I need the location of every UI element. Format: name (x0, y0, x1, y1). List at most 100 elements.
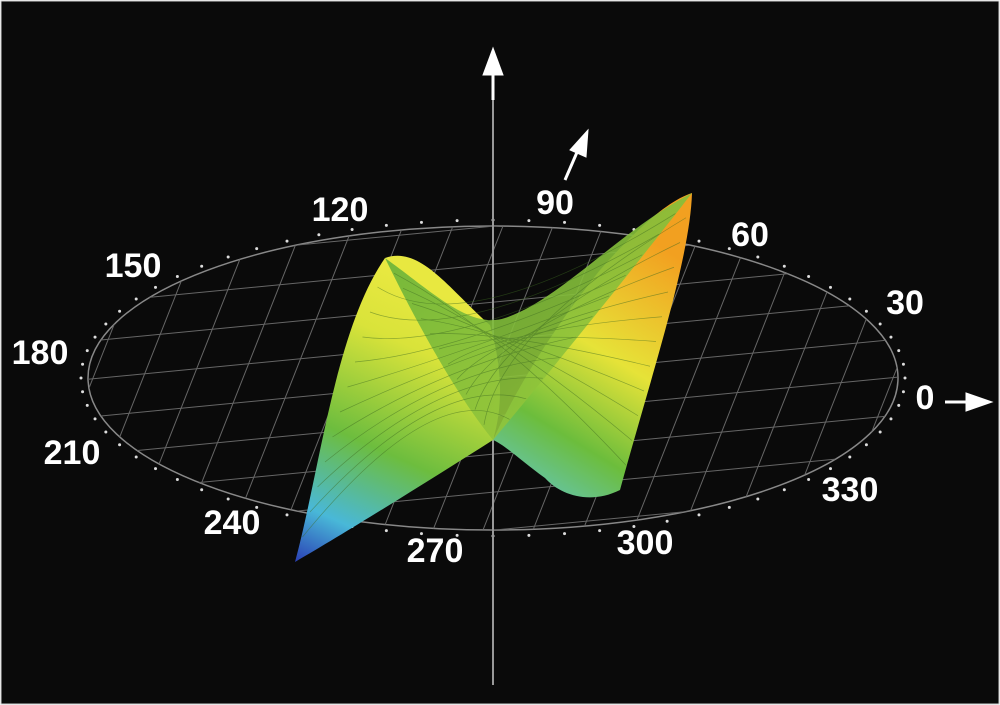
mesh-line (474, 242, 681, 410)
mesh-line (324, 357, 560, 463)
tick-dot (563, 532, 567, 536)
mesh-line (302, 410, 510, 538)
axis-arrows (482, 46, 994, 412)
angle-label: 180 (12, 334, 69, 372)
mesh-line (393, 272, 627, 466)
tick-dot (419, 220, 423, 224)
mesh-line (411, 303, 639, 417)
tick-dot (200, 488, 204, 492)
mesh-line (332, 336, 576, 438)
tick-dot (632, 524, 636, 528)
tick-dot (175, 478, 179, 482)
tick-dot (85, 349, 89, 353)
tick-dot (350, 228, 354, 232)
tick-dot (104, 430, 108, 434)
tick-dot (697, 239, 701, 243)
angle-label: 150 (105, 247, 162, 285)
mesh-line (369, 233, 660, 321)
arrow-z-head (482, 46, 504, 76)
tick-dot (384, 223, 388, 227)
angle-label: 120 (312, 191, 369, 229)
tick-dot (665, 519, 669, 523)
tick-dot (756, 255, 760, 259)
mesh-line (354, 275, 626, 363)
tick-dot (897, 349, 901, 353)
grid-line (182, 226, 304, 530)
tick-dot (889, 417, 893, 421)
tick-dot (455, 533, 459, 537)
tick-dot (154, 467, 158, 471)
tick-dot (79, 376, 83, 380)
tick-dot (848, 297, 852, 301)
mesh-line (402, 288, 633, 441)
tick-dot (226, 255, 230, 259)
tick-dot (828, 467, 832, 471)
tick-dot (878, 430, 882, 434)
tick-dot (807, 274, 811, 278)
mesh-line (483, 217, 687, 425)
tick-dot (384, 529, 388, 533)
grid-line (682, 226, 804, 530)
tick-dot (200, 264, 204, 268)
tick-dot (828, 285, 832, 289)
tick-dot (598, 529, 602, 533)
tick-dot (455, 219, 459, 223)
arrow-90-shaft (563, 149, 580, 181)
tick-dot (527, 219, 531, 223)
tick-dot (756, 497, 760, 501)
surface (295, 193, 692, 562)
tick-dot (104, 322, 108, 326)
tick-dot (848, 455, 852, 459)
angle-label: 90 (536, 184, 574, 222)
mesh-line (362, 254, 643, 339)
tick-dot (807, 478, 811, 482)
tick-dot (598, 223, 602, 227)
angle-label: 240 (204, 504, 261, 542)
mesh-line (377, 213, 676, 305)
tick-dot (226, 497, 230, 501)
tick-dot (255, 505, 259, 509)
tick-dot (697, 513, 701, 517)
tick-dot (527, 533, 531, 537)
tick-dot (727, 505, 731, 509)
grid-line (632, 226, 754, 530)
angle-label: 330 (822, 471, 879, 509)
angle-label: 270 (407, 532, 464, 570)
tick-dot (81, 362, 85, 366)
tick-dot (285, 239, 289, 243)
tick-dot (85, 403, 89, 407)
arrow-0-head (965, 392, 994, 412)
angle-label: 300 (617, 524, 674, 562)
tick-dot (175, 274, 179, 278)
mesh-line (317, 377, 543, 488)
grid-line (88, 261, 898, 343)
tick-dot (901, 390, 905, 394)
angle-label: 210 (44, 434, 101, 472)
tick-dot (93, 417, 97, 421)
grid-line (232, 226, 354, 530)
mesh-line (465, 266, 675, 395)
mesh-line (309, 394, 527, 513)
surface-saddle (385, 193, 692, 440)
tick-dots (79, 218, 907, 538)
tick-dot (419, 532, 423, 536)
tick-dot (134, 455, 138, 459)
tick-dot (903, 376, 907, 380)
angle-label: 60 (731, 216, 769, 254)
angle-label: 30 (886, 284, 924, 322)
tick-dot (878, 322, 882, 326)
tick-dot (727, 247, 731, 251)
tick-dot (897, 403, 901, 407)
tick-dot (563, 220, 567, 224)
tick-dot (154, 285, 158, 289)
angle-labels: 0 30 60 90 120 150 180 210 240 270 300 330 (12, 184, 935, 570)
surface-right-lobe (493, 193, 692, 498)
mesh-line (339, 316, 593, 413)
tick-dot (782, 264, 786, 268)
tick-dot (889, 335, 893, 339)
tick-dot (255, 247, 259, 251)
surface-mesh (302, 213, 687, 538)
grid-line (88, 413, 898, 495)
